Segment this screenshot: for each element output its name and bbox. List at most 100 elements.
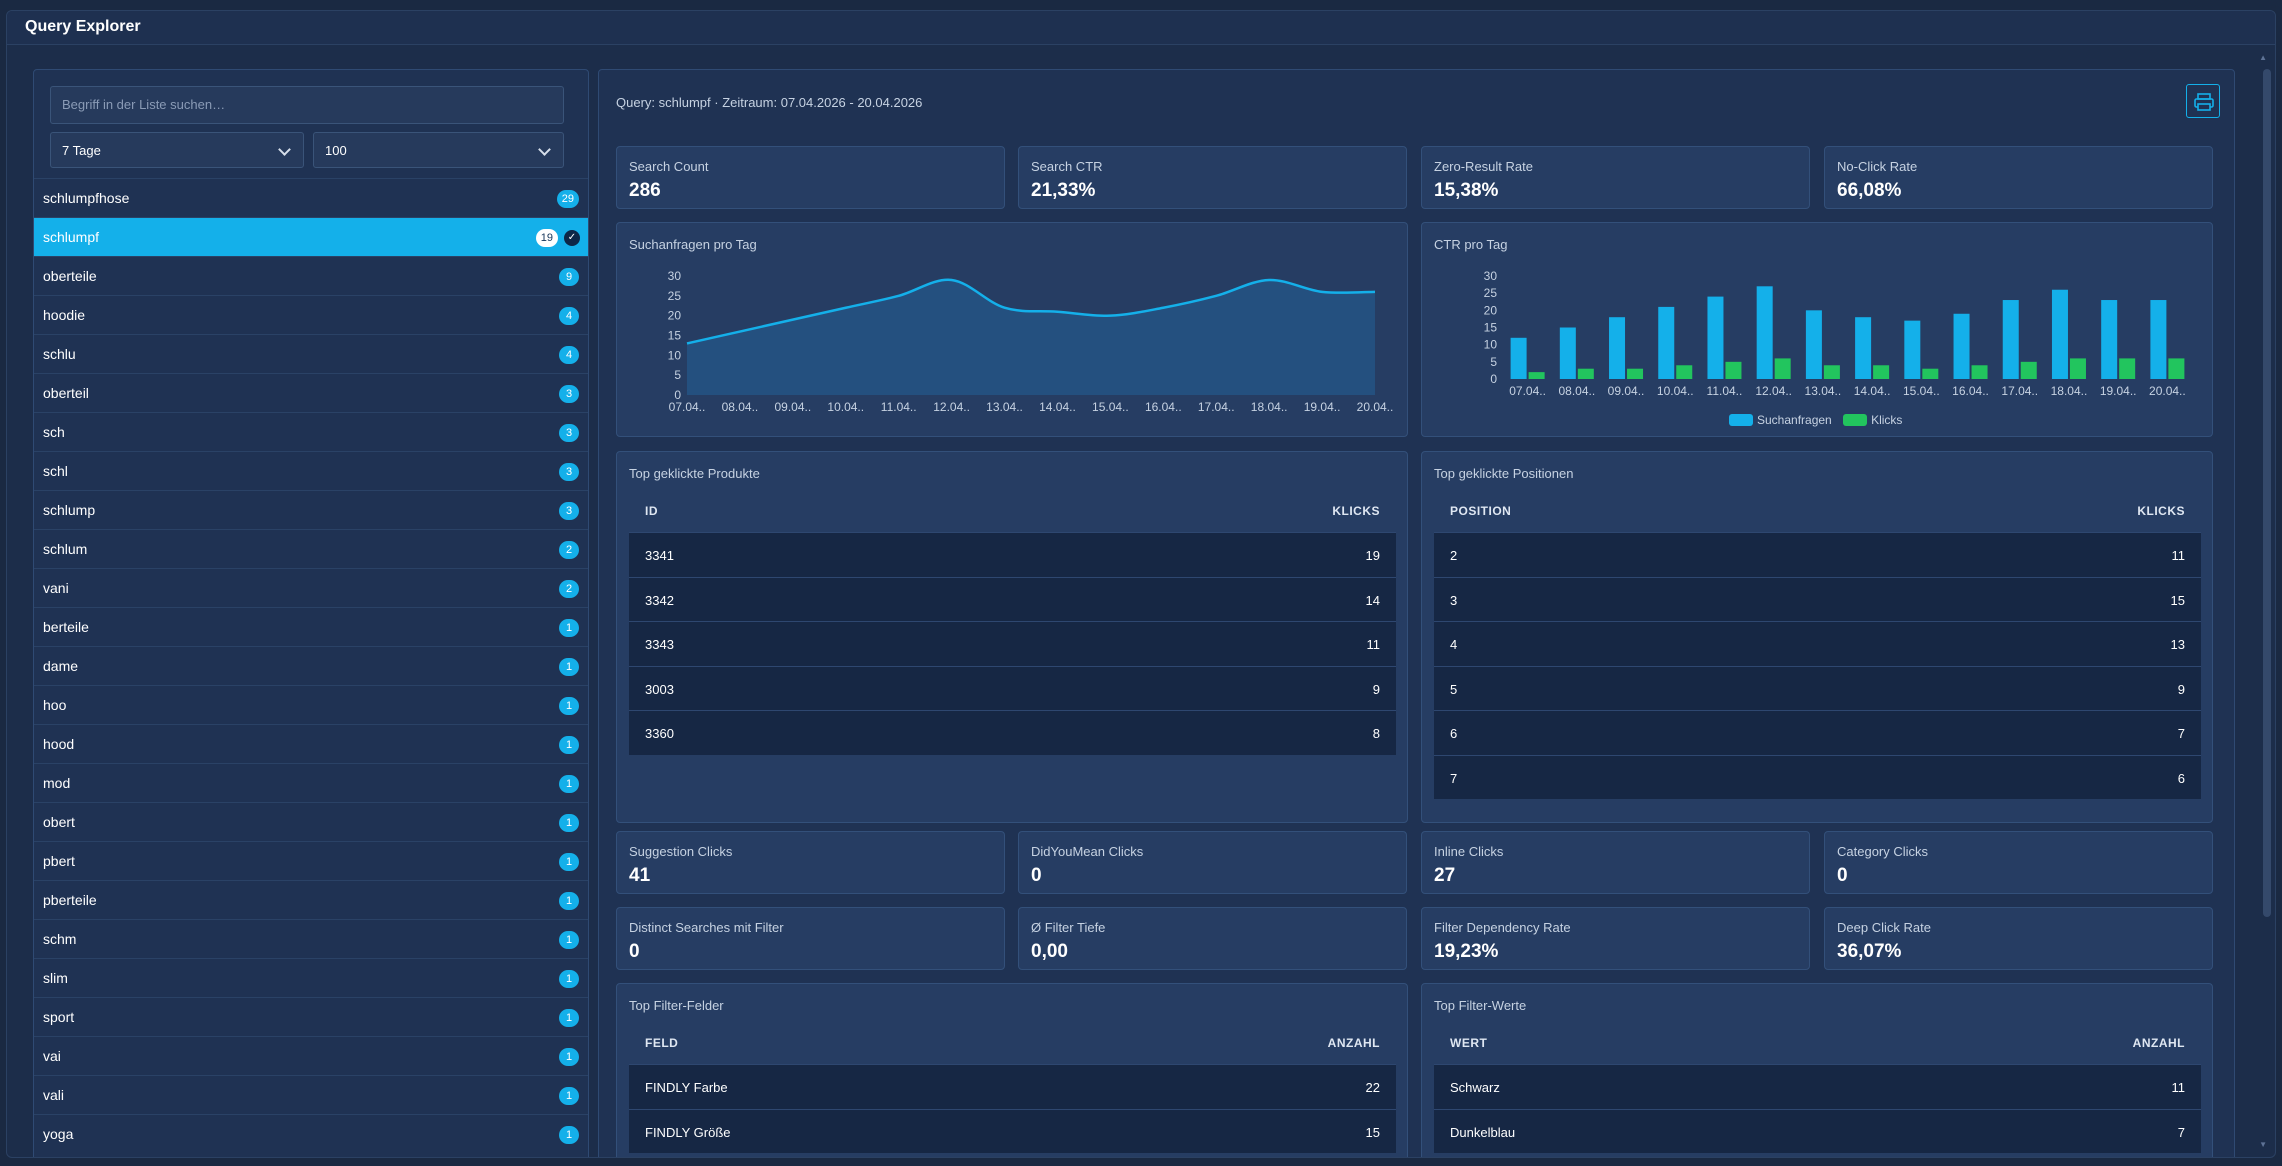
- table-header: POSITION KLICKS: [1434, 488, 2201, 532]
- column-header-value: WERT: [1450, 1036, 1488, 1050]
- term-label: schlumpf: [43, 229, 100, 245]
- term-count-badge: 1: [559, 931, 579, 949]
- scrollbar[interactable]: ▲ ▼: [2259, 51, 2273, 1151]
- term-list-item[interactable]: hood 1: [34, 724, 588, 763]
- term-count-badge: 1: [559, 970, 579, 988]
- term-list-item[interactable]: berteile 1: [34, 607, 588, 646]
- metric-label: Suggestion Clicks: [629, 844, 733, 859]
- term-list-item[interactable]: schlu 4: [34, 334, 588, 373]
- metric-value: 0: [1837, 865, 1848, 886]
- bar-searches: [1609, 317, 1626, 379]
- term-list-item[interactable]: schlum 2: [34, 529, 588, 568]
- bar-searches: [2101, 300, 2118, 379]
- printer-icon: [2194, 93, 2214, 111]
- metric-distinct-searches-filter: Distinct Searches mit Filter 0: [616, 907, 1005, 970]
- term-label: sport: [43, 1009, 75, 1025]
- clicks-cell: 6: [2177, 770, 2185, 786]
- metric-value: 21,33%: [1031, 180, 1096, 201]
- term-list-item[interactable]: yoga 1: [34, 1114, 588, 1153]
- bar-searches: [1658, 306, 1675, 379]
- clicks-cell: 7: [2177, 726, 2185, 741]
- chart-title: Suchanfragen pro Tag: [629, 237, 757, 252]
- bar-clicks: [1676, 365, 1693, 379]
- term-list-item[interactable]: sport 1: [34, 997, 588, 1036]
- metric-no-click-rate: No-Click Rate 66,08%: [1824, 146, 2213, 209]
- chart-title: CTR pro Tag: [1434, 237, 1508, 252]
- term-list-item[interactable]: dame 1: [34, 646, 588, 685]
- bar-clicks: [1577, 368, 1594, 379]
- filter-value-cell: Schwarz: [1450, 1080, 1500, 1095]
- metric-label: Distinct Searches mit Filter: [629, 920, 784, 935]
- term-count-badge: 1: [559, 736, 579, 754]
- series-area: [687, 279, 1375, 395]
- term-list-item[interactable]: schm 1: [34, 919, 588, 958]
- metric-label: Deep Click Rate: [1837, 920, 1931, 935]
- top-positions-card: Top geklickte Positionen POSITION KLICKS…: [1421, 451, 2213, 823]
- clicks-cell: 11: [2171, 548, 2186, 563]
- term-list-item[interactable]: schlump 3: [34, 490, 588, 529]
- term-list-item[interactable]: pbert 1: [34, 841, 588, 880]
- x-tick-label: 18.04..: [1251, 400, 1288, 414]
- term-list-item[interactable]: schlumpfhose 29: [34, 178, 588, 217]
- metric-value: 41: [629, 865, 651, 886]
- term-list-item[interactable]: vali 1: [34, 1075, 588, 1114]
- card-title: Top geklickte Positionen: [1434, 466, 1574, 481]
- term-label: schm: [43, 931, 77, 947]
- bar-searches: [1805, 310, 1822, 379]
- x-tick-label: 12.04..: [933, 400, 970, 414]
- bar-clicks: [1823, 365, 1840, 379]
- bar-searches: [1855, 317, 1872, 379]
- scroll-up-icon[interactable]: ▲: [2259, 53, 2267, 62]
- table-header: ID KLICKS: [629, 488, 1396, 532]
- clicks-cell: 19: [1365, 548, 1380, 563]
- legend-item-searches[interactable]: Suchanfragen: [1729, 413, 1832, 427]
- limit-select[interactable]: 100: [313, 132, 564, 168]
- table-row: 3341 19: [629, 532, 1396, 577]
- term-list-item[interactable]: vani 2: [34, 568, 588, 607]
- search-input[interactable]: Begriff in der Liste suchen…: [50, 86, 564, 124]
- term-list-item[interactable]: hoo 1: [34, 685, 588, 724]
- legend-item-clicks[interactable]: Klicks: [1843, 413, 1902, 427]
- top-positions-table: POSITION KLICKS 2 11 3 15 4 13 5 9 6 7 7 6: [1434, 488, 2201, 799]
- term-list-item[interactable]: schl 3: [34, 451, 588, 490]
- table-row: Schwarz 11: [1434, 1064, 2201, 1109]
- y-tick-label: 10: [668, 348, 682, 362]
- scroll-down-icon[interactable]: ▼: [2259, 1140, 2267, 1149]
- chevron-down-icon: [538, 143, 551, 156]
- product-id-cell: 3360: [645, 726, 674, 741]
- y-tick-label: 15: [668, 329, 682, 343]
- term-list-item[interactable]: sch 3: [34, 412, 588, 451]
- term-count-badge: 1: [559, 697, 579, 715]
- y-tick-label: 10: [1484, 338, 1498, 352]
- term-list-item[interactable]: mod 1: [34, 763, 588, 802]
- period-select[interactable]: 7 Tage: [50, 132, 304, 168]
- term-count-badge: 3: [559, 502, 579, 520]
- series-line: [686, 278, 1376, 345]
- count-cell: 22: [1365, 1080, 1380, 1095]
- x-tick-label: 11.04..: [881, 400, 917, 414]
- term-list-item[interactable]: oberteil 3: [34, 373, 588, 412]
- term-label: hoo: [43, 697, 67, 713]
- product-id-cell: 3343: [645, 637, 674, 652]
- term-count-badge: 1: [559, 814, 579, 832]
- term-list-item[interactable]: pberteile 1: [34, 880, 588, 919]
- print-button[interactable]: [2186, 84, 2220, 118]
- term-label: oberteil: [43, 385, 89, 401]
- term-list-item[interactable]: vai 1: [34, 1036, 588, 1075]
- x-tick-label: 17.04..: [1198, 400, 1235, 414]
- scrollbar-thumb[interactable]: [2263, 69, 2271, 917]
- count-cell: 15: [1365, 1124, 1380, 1140]
- period-select-value: 7 Tage: [62, 143, 101, 158]
- x-tick-label: 08.04..: [1558, 384, 1595, 398]
- column-header-clicks: KLICKS: [2137, 504, 2185, 518]
- term-list-item[interactable]: schlumpf 19 ✓: [34, 217, 588, 256]
- term-list-item[interactable]: hoodie 4: [34, 295, 588, 334]
- term-label: pbert: [43, 853, 75, 869]
- product-id-cell: 3003: [645, 681, 674, 697]
- metric-value: 36,07%: [1837, 941, 1902, 962]
- term-list-item[interactable]: obert 1: [34, 802, 588, 841]
- term-list-item[interactable]: oberteile 9: [34, 256, 588, 295]
- ctr-per-day-chart: 0 5 10 15 20 25 30 07.04.. 08.04.. 09.04.. 10.04..…: [1484, 269, 2186, 398]
- term-list-item[interactable]: slim 1: [34, 958, 588, 997]
